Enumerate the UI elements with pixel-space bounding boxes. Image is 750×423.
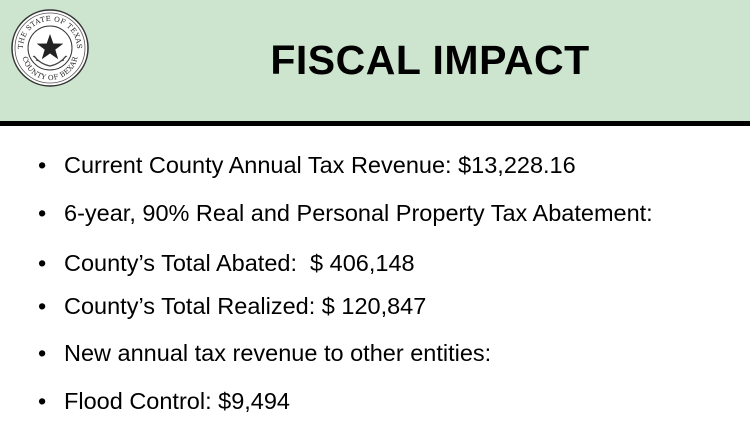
bullet-marker: • (38, 200, 47, 226)
list-item: • 6-year, 90% Real and Personal Property … (38, 196, 653, 230)
list-item: • Current County Annual Tax Revenue: $13,… (38, 148, 576, 182)
page-title: FISCAL IMPACT (270, 37, 590, 83)
list-item: • County’s Total Realized: $ 120,847 (38, 289, 426, 323)
list-item: • New annual tax revenue to other entitie… (38, 336, 491, 370)
bullet-text: County’s Total Realized: $ 120,847 (64, 293, 427, 319)
bullet-text: Current County Annual Tax Revenue: $13,2… (64, 152, 576, 178)
bullet-text: 6-year, 90% Real and Personal Property T… (64, 200, 653, 226)
bullet-text: County’s Total Abated: $ 406,148 (64, 250, 415, 276)
list-item: • Flood Control: $9,494 (38, 384, 290, 418)
header-banner: THE STATE OF TEXAS COUNTY OF BEXAR FISCA… (0, 0, 750, 121)
list-item: • County’s Total Abated: $ 406,148 (38, 246, 415, 280)
bullet-marker: • (38, 293, 47, 319)
bullet-marker: • (38, 388, 47, 414)
county-seal-icon: THE STATE OF TEXAS COUNTY OF BEXAR (11, 9, 89, 87)
bullet-text: Flood Control: $9,494 (64, 388, 291, 414)
bullet-marker: • (38, 340, 47, 366)
header-divider (0, 121, 750, 126)
bullet-text: New annual tax revenue to other entities… (64, 340, 492, 366)
bullet-marker: • (38, 250, 47, 276)
bullet-marker: • (38, 152, 47, 178)
